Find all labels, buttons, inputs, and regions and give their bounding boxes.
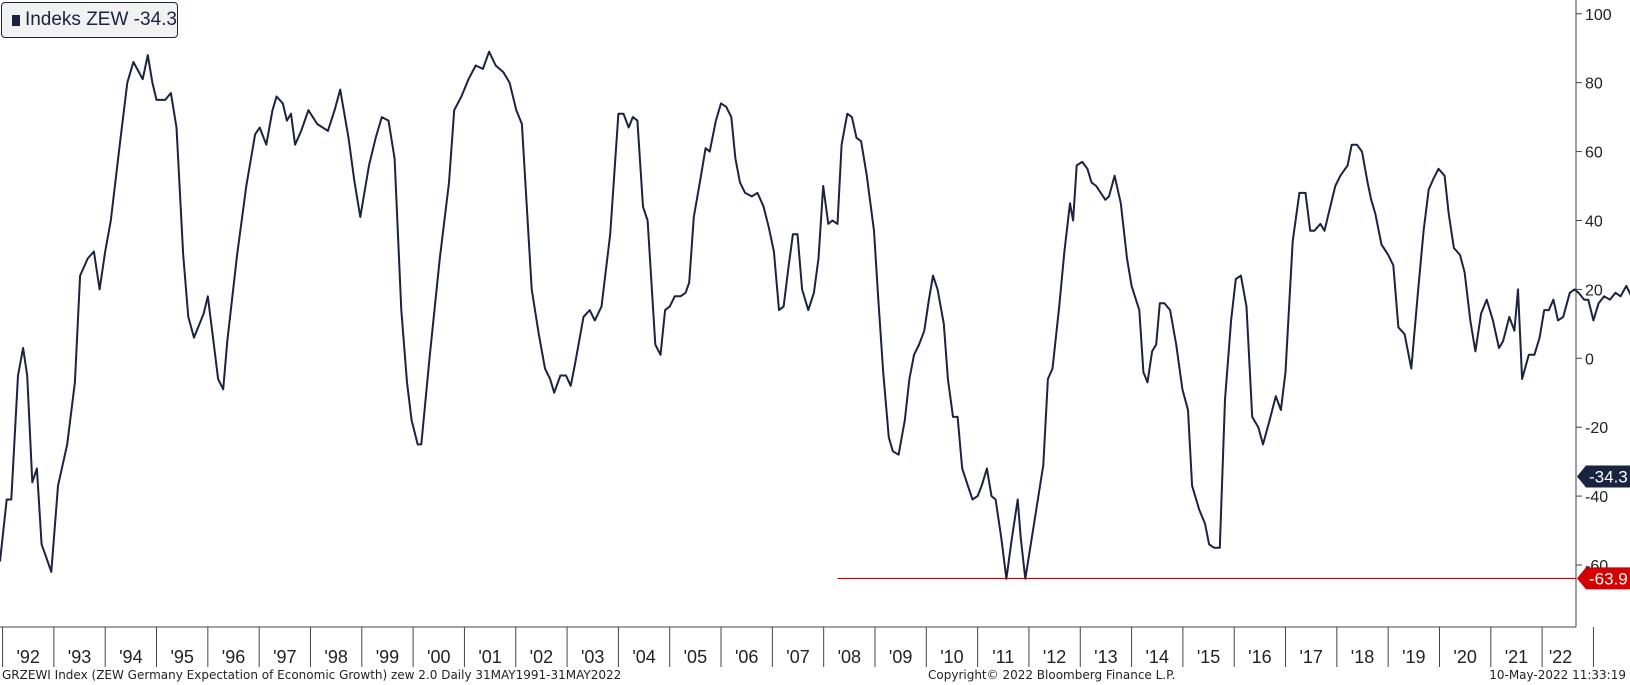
x-tick-label: '18 xyxy=(1351,647,1374,667)
x-tick-label: '97 xyxy=(273,647,296,667)
x-tick-label: '15 xyxy=(1197,647,1220,667)
footer-copyright: Copyright© 2022 Bloomberg Finance L.P. xyxy=(928,668,1176,682)
x-tick-label: '07 xyxy=(786,647,809,667)
x-tick-label: '04 xyxy=(632,647,655,667)
x-tick-label: '09 xyxy=(889,647,912,667)
x-tick-label: '12 xyxy=(1043,647,1066,667)
min-value-tag: -63.9 xyxy=(1577,567,1630,590)
x-tick-label: '00 xyxy=(427,647,450,667)
x-tick-label: '11 xyxy=(992,647,1014,667)
x-tick-label: '02 xyxy=(530,647,553,667)
x-tick-label: '17 xyxy=(1299,647,1322,667)
footer-timestamp: 10-May-2022 11:33:19 xyxy=(1489,668,1626,682)
legend-label: Indeks ZEW -34.3 xyxy=(24,9,177,30)
x-tick-label: '16 xyxy=(1248,647,1271,667)
x-tick-label: '05 xyxy=(684,647,707,667)
x-tick-label: '21 xyxy=(1505,647,1528,667)
min-value-tag-background xyxy=(1577,567,1630,590)
y-tick-label: 100 xyxy=(1585,7,1612,24)
x-tick-label: '95 xyxy=(170,647,193,667)
x-tick-label: '98 xyxy=(324,647,347,667)
y-tick-label: 60 xyxy=(1585,145,1603,162)
value-markers: -63.9 -34.3 xyxy=(837,465,1630,590)
legend-swatch xyxy=(12,14,20,26)
x-tick-label: '03 xyxy=(581,647,604,667)
y-tick-label: 80 xyxy=(1585,76,1603,93)
y-tick-label: 40 xyxy=(1585,213,1603,230)
legend[interactable]: Indeks ZEW -34.3 xyxy=(1,2,178,38)
x-tick-label: '99 xyxy=(376,647,399,667)
x-tick-label: '96 xyxy=(222,647,245,667)
y-tick-label: 20 xyxy=(1585,282,1603,299)
min-value-tag-label: -63.9 xyxy=(1589,569,1628,588)
last-value-tag: -34.3 xyxy=(1577,465,1630,488)
x-tick-label: '94 xyxy=(119,647,142,667)
x-tick-label: '01 xyxy=(478,647,501,667)
footer-source: GRZEWI Index (ZEW Germany Expectation of… xyxy=(2,668,622,682)
x-tick-label: '22 xyxy=(1549,647,1572,667)
x-tick-label: '06 xyxy=(735,647,758,667)
last-value-tag-background xyxy=(1577,465,1630,488)
x-tick-label: '14 xyxy=(1146,647,1169,667)
x-tick-label: '19 xyxy=(1402,647,1425,667)
series-layer xyxy=(0,50,1630,580)
series-line-zew xyxy=(0,50,1630,580)
x-tick-label: '13 xyxy=(1094,647,1117,667)
y-tick-label: 0 xyxy=(1585,351,1594,368)
x-tick-label: '08 xyxy=(838,647,861,667)
y-tick-label: -20 xyxy=(1585,420,1608,437)
x-tick-label: '10 xyxy=(940,647,963,667)
x-tick-label: '93 xyxy=(68,647,91,667)
x-tick-label: '92 xyxy=(16,647,39,667)
y-tick-label: -40 xyxy=(1585,489,1608,506)
x-tick-label: '20 xyxy=(1453,647,1476,667)
last-value-tag-label: -34.3 xyxy=(1589,467,1628,486)
